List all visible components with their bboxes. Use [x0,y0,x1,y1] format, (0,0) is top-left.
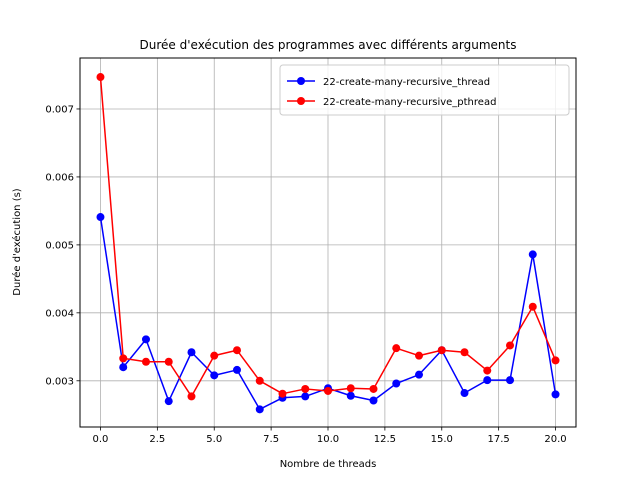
y-tick-label: 0.004 [45,308,74,319]
data-point [301,392,310,401]
data-point [483,366,492,375]
x-tick-label: 5.0 [206,434,222,445]
x-tick-label: 20.0 [544,434,566,445]
data-point [346,391,355,400]
data-point [551,356,560,365]
x-tick-label: 12.5 [374,434,396,445]
y-tick-label: 0.005 [45,240,74,251]
x-tick-label: 0.0 [93,434,109,445]
data-point [164,357,173,366]
y-tick-label: 0.006 [45,172,74,183]
data-point [460,348,469,357]
data-point [324,386,332,395]
y-tick-label: 0.007 [45,104,74,115]
axes: 0.0 2.5 5.0 7.5 10.0 12.5 15.0 17.5 20.0 0.003 0.0… [45,104,566,445]
data-point [96,73,105,82]
data-point [187,348,196,357]
legend-label: 22-create-many-recursive_thread [323,77,490,88]
x-tick-label: 10.0 [317,434,339,445]
data-point [460,389,469,398]
data-point [392,344,401,353]
data-point [483,376,492,385]
legend: 22-create-many-recursive_thread 22-create… [279,64,570,116]
data-point [392,379,401,388]
data-point [232,346,241,355]
data-point [96,213,105,222]
y-axis-label: Durée d'exécution (s) [11,188,23,296]
data-point [232,365,241,374]
x-tick-label: 17.5 [488,434,510,445]
data-point [506,341,515,350]
legend-marker [297,77,305,85]
data-point [278,389,287,398]
chart-title: Durée d'exécution des programmes avec di… [140,38,517,52]
data-point [119,363,128,372]
legend-entry: 22-create-many-recursive_thread [287,77,490,88]
data-point [119,354,128,363]
x-tick-label: 7.5 [263,434,279,445]
x-axis-label: Nombre de threads [280,459,377,470]
data-point [164,397,173,406]
y-tick-label: 0.003 [45,376,74,387]
data-point [369,384,378,393]
x-tick-label: 15.0 [431,434,453,445]
data-point [369,396,378,405]
data-point [141,357,150,366]
data-point [210,371,219,380]
series-2 [96,73,560,401]
data-point [346,384,355,393]
data-point [506,376,515,385]
data-point [415,370,424,379]
data-point [528,250,537,259]
legend-marker [297,97,305,105]
data-point [301,384,310,393]
legend-box [279,64,570,116]
x-tick-label: 2.5 [149,434,165,445]
data-point [437,346,446,355]
series-layer [96,73,560,414]
data-point [187,392,196,401]
data-point [255,376,264,385]
data-point [141,335,150,344]
data-point [528,302,537,311]
data-point [415,351,424,360]
data-point [255,405,264,414]
data-point [551,390,560,399]
data-point [210,351,219,360]
legend-label: 22-create-many-recursive_pthread [323,97,496,108]
legend-entry: 22-create-many-recursive_pthread [287,97,496,108]
